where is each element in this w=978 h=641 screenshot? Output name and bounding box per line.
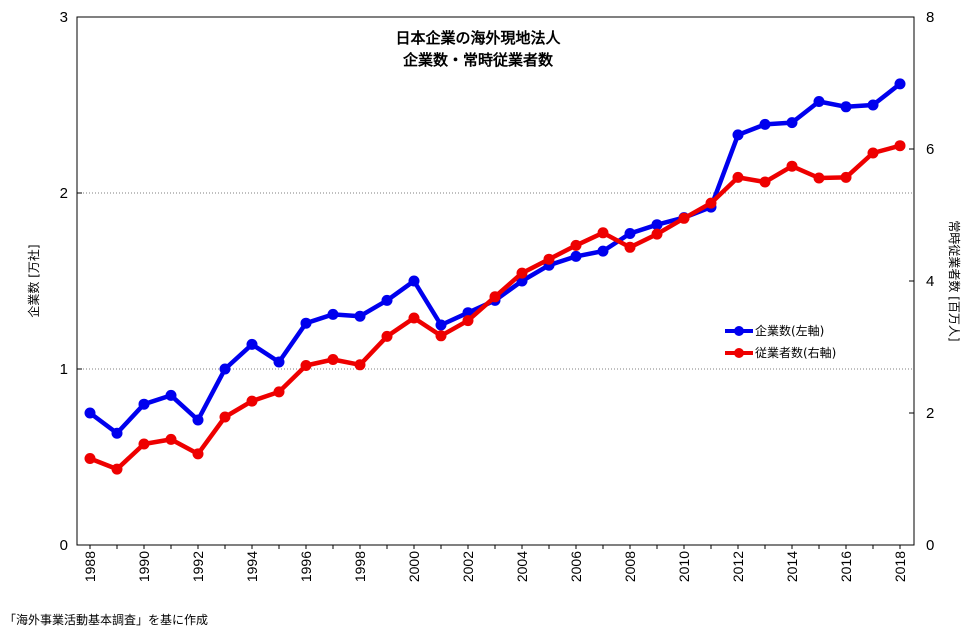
data-point-companies <box>138 398 150 410</box>
data-point-employees <box>381 330 393 342</box>
data-point-employees <box>786 160 798 172</box>
data-point-companies <box>300 317 312 329</box>
chart-title-line-2: 企業数・常時従業者数 <box>402 51 554 69</box>
legend-marker-employees <box>734 348 744 358</box>
x-tick-label: 1990 <box>136 551 152 582</box>
x-tick-label: 2018 <box>892 551 908 582</box>
data-point-companies <box>570 250 582 262</box>
data-point-companies <box>219 363 231 375</box>
data-point-employees <box>732 171 744 183</box>
data-point-employees <box>624 241 636 253</box>
data-point-companies <box>732 129 744 141</box>
data-point-companies <box>327 308 339 320</box>
data-point-employees <box>327 354 339 365</box>
x-tick-label: 2010 <box>676 551 692 582</box>
series-line-employees <box>87 143 903 472</box>
data-point-employees <box>678 212 690 224</box>
data-point-companies <box>381 294 393 306</box>
x-tick-label: 2000 <box>406 551 422 582</box>
source-note: 「海外事業活動基本調査」を基に作成 <box>4 613 209 627</box>
data-point-companies <box>786 117 798 129</box>
x-tick-label: 2016 <box>838 551 854 582</box>
data-point-employees <box>111 463 123 475</box>
data-point-companies <box>246 338 258 350</box>
plot-area-frame <box>76 16 915 546</box>
data-point-companies <box>813 96 825 107</box>
data-point-employees <box>462 315 474 327</box>
data-point-companies <box>867 99 879 111</box>
legend: 企業数(左軸) 従業者数(右軸) <box>725 323 836 360</box>
data-point-employees <box>651 228 663 240</box>
y-left-tick-label: 0 <box>60 537 68 554</box>
data-point-employees <box>246 395 258 407</box>
data-point-companies <box>597 245 609 257</box>
data-point-employees <box>543 253 555 265</box>
y-right-tick-label: 4 <box>926 273 934 290</box>
y-right-tick-label: 6 <box>926 141 934 158</box>
y-right-tick-label: 8 <box>926 9 934 26</box>
legend-label-companies: 企業数(左軸) <box>755 323 824 338</box>
data-point-employees <box>516 267 528 279</box>
x-tick-label: 1998 <box>352 551 368 582</box>
y-right-tick-label: 2 <box>926 405 934 422</box>
data-point-employees <box>219 411 231 423</box>
legend-label-employees: 従業者数(右軸) <box>755 345 836 360</box>
legend-marker-companies <box>734 326 744 336</box>
data-point-companies <box>435 319 447 331</box>
data-point-employees <box>192 448 204 460</box>
x-tick-label: 1988 <box>82 551 98 582</box>
x-tick-label: 2002 <box>460 551 476 582</box>
data-point-employees <box>489 291 501 303</box>
data-point-companies <box>759 118 771 130</box>
x-tick-label: 2014 <box>784 551 800 582</box>
data-point-employees <box>408 312 420 324</box>
data-point-companies <box>840 101 852 113</box>
chart-title-line-1: 日本企業の海外現地法人 <box>395 29 561 47</box>
y-left-tick-label: 1 <box>60 361 68 378</box>
data-point-companies <box>408 275 420 287</box>
data-point-companies <box>84 407 96 419</box>
data-point-employees <box>813 172 825 184</box>
data-point-employees <box>840 171 852 183</box>
data-point-employees <box>273 386 285 398</box>
data-point-employees <box>165 433 177 445</box>
data-point-employees <box>705 197 717 209</box>
gridlines <box>77 192 914 370</box>
series-layer <box>84 78 906 475</box>
x-tick-label: 1996 <box>298 551 314 582</box>
y-left-tick-label: 2 <box>60 185 68 202</box>
x-tick-label: 2008 <box>622 551 638 582</box>
y-right-tick-label: 0 <box>926 537 934 554</box>
y-left-tick-label: 3 <box>60 9 68 26</box>
x-tick-label: 2004 <box>514 551 530 582</box>
data-point-employees <box>894 140 906 152</box>
data-point-companies <box>111 427 123 439</box>
x-tick-label: 1992 <box>190 551 206 582</box>
y-axis-left-label: 企業数 [万社] <box>26 244 41 317</box>
data-point-employees <box>867 147 879 159</box>
data-point-companies <box>165 389 177 401</box>
data-point-companies <box>192 414 204 426</box>
series-line-companies <box>87 81 903 436</box>
data-point-employees <box>570 239 582 251</box>
data-point-employees <box>300 360 312 371</box>
data-point-companies <box>651 219 663 231</box>
x-tick-label: 2006 <box>568 551 584 582</box>
data-point-employees <box>354 359 366 371</box>
data-point-employees <box>597 227 609 239</box>
data-point-employees <box>759 176 771 188</box>
data-point-companies <box>273 356 285 368</box>
data-point-employees <box>435 330 447 342</box>
data-point-companies <box>894 78 906 90</box>
data-point-employees <box>84 453 96 464</box>
data-point-companies <box>354 310 366 322</box>
y-axis-right-label: 常時従業者数 [百万人] <box>947 220 962 341</box>
data-point-employees <box>138 438 150 450</box>
x-tick-label: 2012 <box>730 551 746 582</box>
axes: 0 1 2 3 0 2 4 6 8 1988 1990 1992 1994 1996 1998 2000 200… <box>60 9 935 582</box>
data-point-companies <box>624 228 636 239</box>
x-tick-label: 1994 <box>244 551 260 582</box>
